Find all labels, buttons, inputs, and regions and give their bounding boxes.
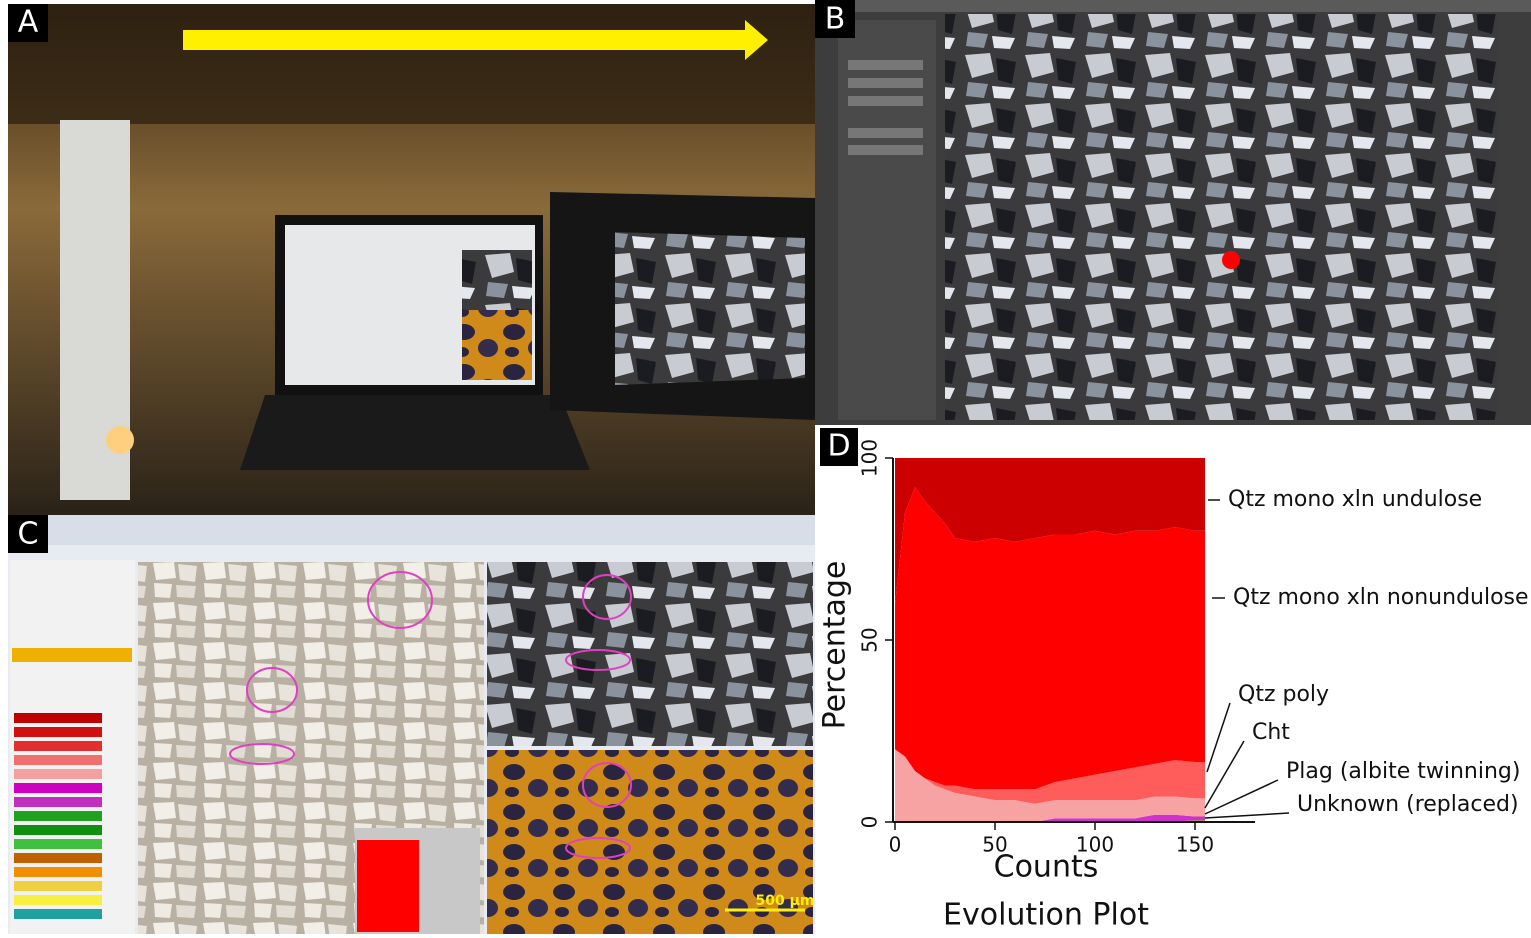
panel-d: D Counts Evolution Plot Percentage Unkno… <box>818 428 1529 933</box>
panel-b: B <box>815 0 1531 425</box>
screen-image <box>462 310 532 380</box>
class-button[interactable] <box>14 909 102 919</box>
class-button[interactable] <box>14 867 102 877</box>
toolbar <box>8 515 815 545</box>
lamp <box>106 426 134 454</box>
button[interactable] <box>848 60 923 70</box>
monitor-screen <box>615 232 805 385</box>
wall <box>8 4 815 124</box>
leader-line <box>1207 703 1230 772</box>
class-button[interactable] <box>14 839 102 849</box>
class-button[interactable] <box>14 713 102 723</box>
legend-label: Qtz mono xln nonundulose <box>1233 585 1529 610</box>
panel-label: B <box>825 2 846 37</box>
x-tick-label: 50 <box>982 833 1007 857</box>
tool-tab[interactable] <box>12 648 132 662</box>
figure: A B <box>0 0 1531 934</box>
legend-label: Cht <box>1252 720 1290 745</box>
class-button[interactable] <box>14 811 102 821</box>
title-bar <box>815 0 1531 12</box>
leader-line <box>1205 813 1289 818</box>
x-tick-label: 0 <box>889 833 902 857</box>
y-tick-label: 50 <box>858 627 882 652</box>
class-button[interactable] <box>14 895 102 905</box>
y-tick-label: 0 <box>858 816 882 829</box>
button[interactable] <box>848 78 923 88</box>
panel-label: C <box>18 517 39 552</box>
button[interactable] <box>848 145 923 155</box>
class-button[interactable] <box>14 741 102 751</box>
keyboard <box>240 395 590 470</box>
x-tick-label: 150 <box>1176 833 1214 857</box>
mini-plot-area <box>357 840 419 932</box>
xpl-image <box>487 562 813 746</box>
class-button[interactable] <box>14 881 102 891</box>
caption: Evolution Plot <box>943 898 1149 933</box>
screen-image <box>462 250 532 310</box>
class-button[interactable] <box>14 769 102 779</box>
y-tick-label: 100 <box>858 439 882 477</box>
micrograph <box>945 14 1497 420</box>
panel-label: D <box>827 429 850 464</box>
legend-label: Qtz mono xln undulose <box>1228 487 1482 512</box>
leader-line <box>1205 780 1278 814</box>
class-button[interactable] <box>14 825 102 835</box>
panel-c: 500 µm C <box>8 515 815 934</box>
button[interactable] <box>848 96 923 106</box>
panel-label: A <box>18 5 39 40</box>
x-tick-label: 100 <box>1076 833 1114 857</box>
scale-bar-label: 500 µm <box>756 893 815 909</box>
class-button[interactable] <box>14 797 102 807</box>
class-button[interactable] <box>14 783 102 793</box>
class-button[interactable] <box>14 853 102 863</box>
legend-label: Unknown (replaced) <box>1297 792 1519 817</box>
y-axis-label: Percentage <box>818 561 853 730</box>
class-button[interactable] <box>14 727 102 737</box>
legend-label: Qtz poly <box>1238 682 1329 707</box>
legend-label: Plag (albite twinning) <box>1286 759 1520 784</box>
button[interactable] <box>848 128 923 138</box>
point-marker <box>1222 251 1240 269</box>
class-button[interactable] <box>14 755 102 765</box>
panel-a: A <box>8 4 815 515</box>
